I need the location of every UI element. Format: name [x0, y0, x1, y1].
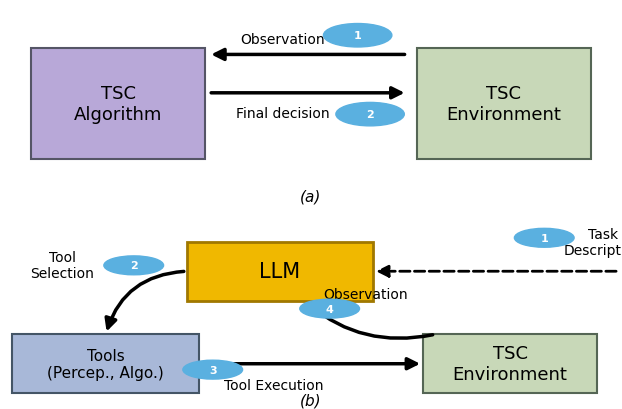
Text: TSC
Environment: TSC Environment — [447, 85, 561, 124]
FancyBboxPatch shape — [423, 335, 597, 393]
Text: LLM: LLM — [259, 262, 300, 281]
Circle shape — [336, 103, 404, 126]
Text: Tool
Selection: Tool Selection — [30, 251, 94, 281]
Circle shape — [300, 299, 360, 318]
Circle shape — [183, 360, 243, 379]
Text: (b): (b) — [300, 392, 322, 407]
Text: Tool Execution: Tool Execution — [224, 378, 323, 391]
FancyBboxPatch shape — [12, 335, 199, 393]
Text: 2: 2 — [130, 261, 137, 271]
FancyBboxPatch shape — [417, 49, 591, 160]
FancyBboxPatch shape — [31, 49, 205, 160]
Text: Observation: Observation — [323, 287, 408, 301]
Circle shape — [323, 25, 392, 48]
Text: TSC
Environment: TSC Environment — [453, 344, 567, 383]
Text: Tools
(Percep., Algo.): Tools (Percep., Algo.) — [47, 348, 164, 380]
Text: Observation: Observation — [241, 33, 325, 47]
Circle shape — [514, 229, 574, 247]
Circle shape — [104, 256, 164, 275]
Text: TSC
Algorithm: TSC Algorithm — [74, 85, 162, 124]
Text: 3: 3 — [209, 365, 216, 375]
Text: (a): (a) — [300, 189, 322, 204]
Text: 1: 1 — [354, 31, 361, 41]
Text: Final decision: Final decision — [236, 106, 330, 120]
Text: 4: 4 — [326, 304, 333, 314]
FancyBboxPatch shape — [187, 242, 373, 301]
Text: 1: 1 — [541, 233, 548, 243]
Text: Task
Description: Task Description — [564, 228, 622, 258]
Text: 2: 2 — [366, 110, 374, 120]
